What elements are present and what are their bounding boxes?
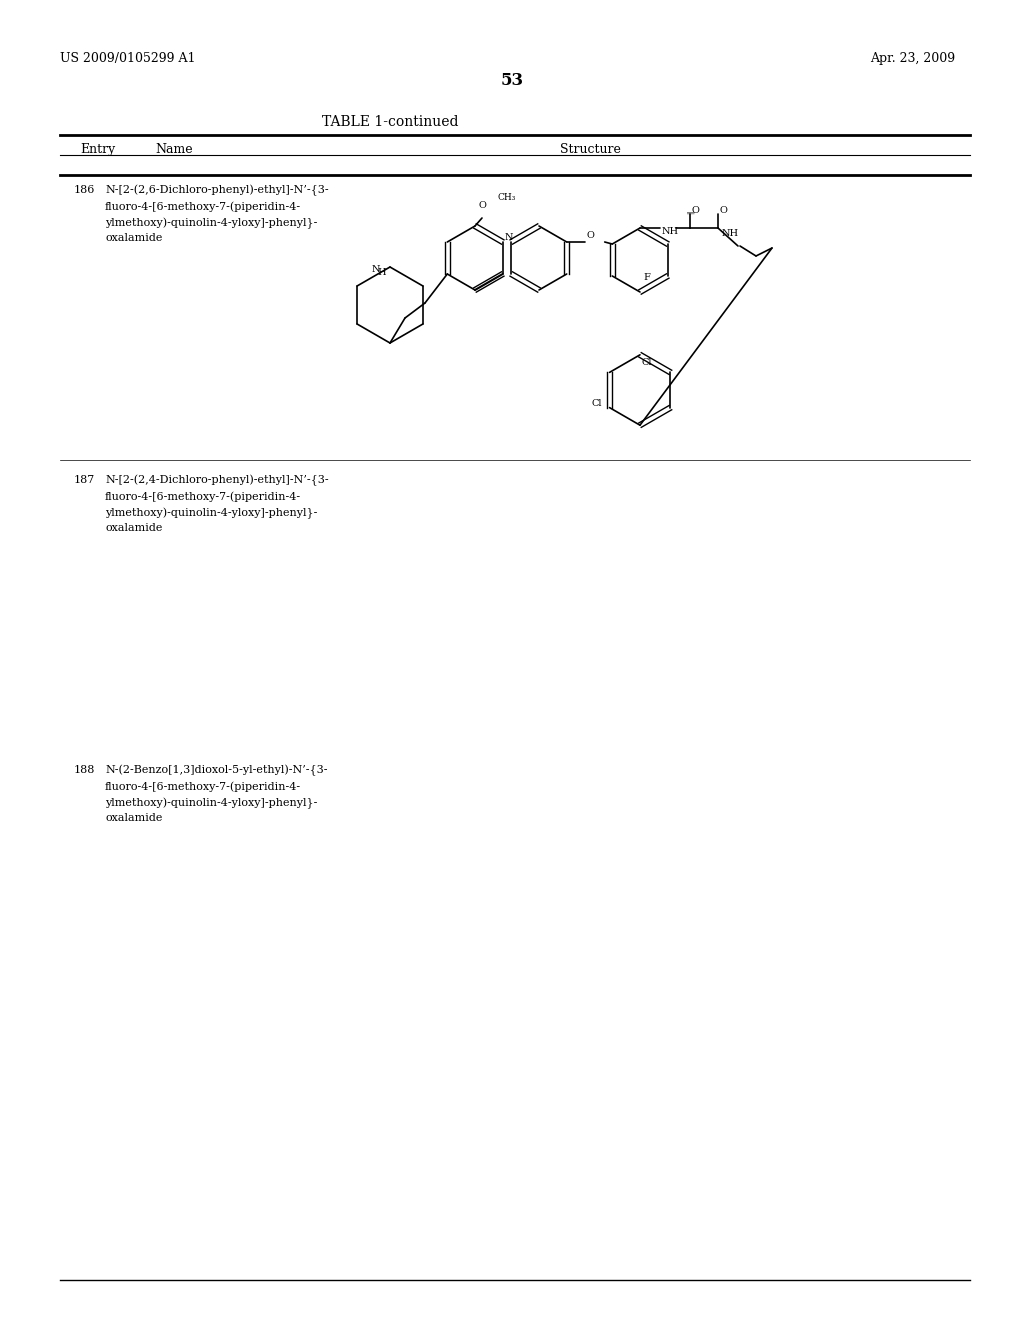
Text: 53: 53	[501, 73, 523, 88]
Text: H: H	[378, 268, 386, 277]
Text: O: O	[720, 206, 728, 215]
Text: O: O	[587, 231, 595, 240]
Text: F: F	[643, 273, 650, 282]
Text: NH: NH	[662, 227, 679, 236]
Text: ||: ||	[687, 210, 695, 214]
Text: N-[2-(2,4-Dichloro-phenyl)-ethyl]-N’-{3-
fluoro-4-[6-methoxy-7-(piperidin-4-
ylm: N-[2-(2,4-Dichloro-phenyl)-ethyl]-N’-{3-…	[105, 475, 329, 533]
Text: Cl: Cl	[592, 399, 602, 408]
Text: US 2009/0105299 A1: US 2009/0105299 A1	[60, 51, 196, 65]
Text: O: O	[478, 201, 486, 210]
Text: CH₃: CH₃	[498, 193, 516, 202]
Text: Entry: Entry	[80, 143, 116, 156]
Text: N-(2-Benzo[1,3]dioxol-5-yl-ethyl)-N’-{3-
fluoro-4-[6-methoxy-7-(piperidin-4-
ylm: N-(2-Benzo[1,3]dioxol-5-yl-ethyl)-N’-{3-…	[105, 766, 328, 824]
Text: 188: 188	[74, 766, 95, 775]
Text: N: N	[505, 234, 514, 242]
Text: Structure: Structure	[559, 143, 621, 156]
Text: Name: Name	[155, 143, 193, 156]
Text: TABLE 1-continued: TABLE 1-continued	[322, 115, 459, 129]
Text: Cl: Cl	[642, 358, 652, 367]
Text: N-[2-(2,6-Dichloro-phenyl)-ethyl]-N’-{3-
fluoro-4-[6-methoxy-7-(piperidin-4-
ylm: N-[2-(2,6-Dichloro-phenyl)-ethyl]-N’-{3-…	[105, 185, 329, 243]
Text: O: O	[692, 206, 699, 215]
Text: Apr. 23, 2009: Apr. 23, 2009	[870, 51, 955, 65]
Text: N: N	[372, 265, 380, 275]
Text: NH: NH	[722, 228, 739, 238]
Text: 187: 187	[74, 475, 95, 484]
Text: 186: 186	[74, 185, 95, 195]
